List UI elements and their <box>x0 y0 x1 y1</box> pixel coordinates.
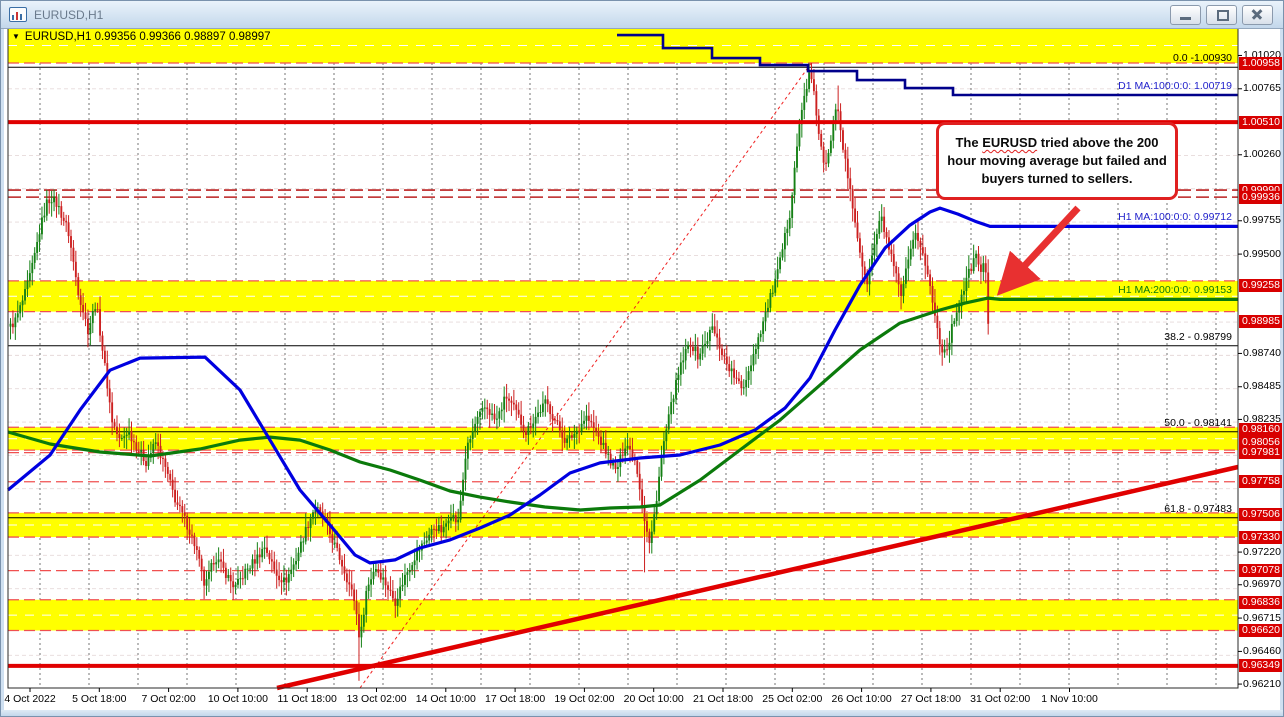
chart-window-icon <box>9 7 27 22</box>
window-bottom-edge <box>1 710 1283 716</box>
annotation-note[interactable]: The EURUSD tried above the 200 hour movi… <box>936 122 1178 200</box>
d1-ma100-line <box>617 33 1238 97</box>
window-title: EURUSD,H1 <box>34 7 104 22</box>
annotation-arrow[interactable] <box>996 205 1081 296</box>
annotation-text-highlight: EURUSD <box>982 135 1038 150</box>
minimize-icon <box>1180 17 1191 20</box>
annotation-text-rest: tried above the 200 hour moving average … <box>947 135 1167 186</box>
restore-button[interactable] <box>1206 5 1237 25</box>
title-bar: EURUSD,H1 <box>1 1 1283 29</box>
close-button[interactable] <box>1242 5 1273 25</box>
h1-ma100-line <box>6 206 1238 565</box>
restore-icon <box>1217 10 1229 21</box>
h1-ma200-line <box>7 296 1238 512</box>
annotation-text-prefix: The <box>955 135 983 150</box>
minimize-button[interactable] <box>1170 5 1201 25</box>
